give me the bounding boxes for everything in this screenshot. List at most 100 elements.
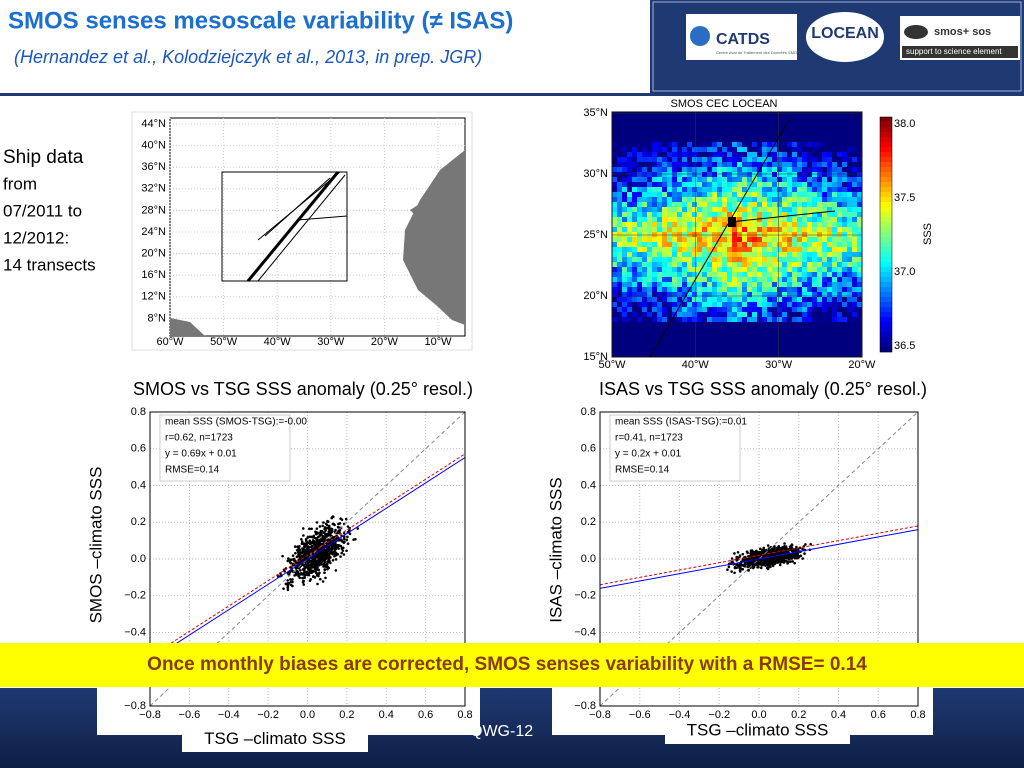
cell bbox=[737, 177, 743, 183]
cell bbox=[677, 262, 683, 268]
point bbox=[752, 563, 755, 567]
cell bbox=[612, 287, 618, 293]
cell bbox=[807, 297, 813, 303]
cell bbox=[852, 117, 858, 123]
cell bbox=[857, 182, 863, 188]
cell bbox=[717, 272, 723, 278]
cell bbox=[612, 202, 618, 208]
cell bbox=[622, 267, 628, 273]
cell bbox=[652, 182, 658, 188]
cell bbox=[697, 147, 703, 153]
cell bbox=[697, 252, 703, 258]
cell bbox=[702, 167, 708, 173]
cell bbox=[647, 252, 653, 258]
x-tick: 0.8 bbox=[457, 709, 472, 721]
cell bbox=[702, 322, 708, 328]
cell bbox=[852, 327, 858, 333]
cell bbox=[837, 347, 843, 353]
cell bbox=[857, 322, 863, 328]
cell bbox=[712, 307, 718, 313]
cell bbox=[642, 137, 648, 143]
cell bbox=[637, 227, 643, 233]
cell bbox=[772, 137, 778, 143]
cell bbox=[822, 217, 828, 223]
cell bbox=[752, 272, 758, 278]
cell bbox=[712, 182, 718, 188]
cell bbox=[662, 297, 668, 303]
point bbox=[302, 579, 306, 583]
cell bbox=[832, 177, 838, 183]
cell bbox=[797, 247, 803, 253]
cell bbox=[712, 332, 718, 338]
cell bbox=[652, 287, 658, 293]
cell bbox=[757, 257, 763, 263]
cell bbox=[837, 227, 843, 233]
point bbox=[313, 559, 316, 562]
lat-tick: 20°N bbox=[141, 248, 166, 260]
cell bbox=[622, 227, 628, 233]
cell bbox=[737, 227, 743, 233]
cell bbox=[612, 157, 618, 163]
cell bbox=[812, 157, 818, 163]
cell bbox=[707, 152, 713, 158]
cell bbox=[637, 137, 643, 143]
cell bbox=[747, 307, 753, 313]
cell bbox=[647, 312, 653, 318]
cell bbox=[737, 342, 743, 348]
cell bbox=[727, 147, 733, 153]
cell bbox=[627, 272, 633, 278]
cell bbox=[767, 137, 773, 143]
cell bbox=[792, 352, 798, 358]
cell bbox=[622, 162, 628, 168]
cell bbox=[692, 112, 698, 118]
y-tick: 0.8 bbox=[131, 406, 146, 418]
cell bbox=[792, 257, 798, 263]
cell bbox=[687, 292, 693, 298]
cell bbox=[802, 137, 808, 143]
cell bbox=[837, 247, 843, 253]
cell bbox=[662, 302, 668, 308]
y-tick: −0.2 bbox=[124, 590, 146, 602]
cell bbox=[802, 242, 808, 248]
cell bbox=[752, 262, 758, 268]
cell bbox=[622, 247, 628, 253]
cell bbox=[772, 292, 778, 298]
cell bbox=[657, 332, 663, 338]
cell bbox=[782, 307, 788, 313]
cell bbox=[627, 307, 633, 313]
cell bbox=[612, 217, 618, 223]
cell bbox=[732, 347, 738, 353]
point bbox=[738, 554, 742, 557]
cell bbox=[742, 342, 748, 348]
cell bbox=[782, 267, 788, 273]
cell bbox=[847, 197, 853, 203]
cell bbox=[682, 342, 688, 348]
cell bbox=[722, 147, 728, 153]
cell bbox=[752, 237, 758, 243]
cell bbox=[657, 262, 663, 268]
cell bbox=[682, 132, 688, 138]
cell bbox=[827, 112, 833, 118]
cell bbox=[787, 177, 793, 183]
cell bbox=[812, 287, 818, 293]
cell bbox=[777, 262, 783, 268]
cell bbox=[817, 152, 823, 158]
cell bbox=[752, 347, 758, 353]
cell bbox=[847, 257, 853, 263]
cell bbox=[747, 252, 753, 258]
map1-grid: 44°N40°N36°N32°N28°N24°N20°N16°N12°N8°N6… bbox=[141, 118, 465, 348]
cell bbox=[627, 277, 633, 283]
point bbox=[323, 544, 327, 548]
cell bbox=[812, 272, 818, 278]
cell bbox=[767, 217, 773, 223]
cell bbox=[642, 327, 648, 333]
cell bbox=[837, 147, 843, 153]
cell bbox=[637, 352, 643, 358]
point bbox=[346, 542, 350, 545]
cell bbox=[622, 222, 628, 228]
cell bbox=[637, 267, 643, 273]
cell bbox=[837, 152, 843, 158]
cell bbox=[787, 207, 793, 213]
cell bbox=[737, 122, 743, 128]
cell bbox=[672, 242, 678, 248]
